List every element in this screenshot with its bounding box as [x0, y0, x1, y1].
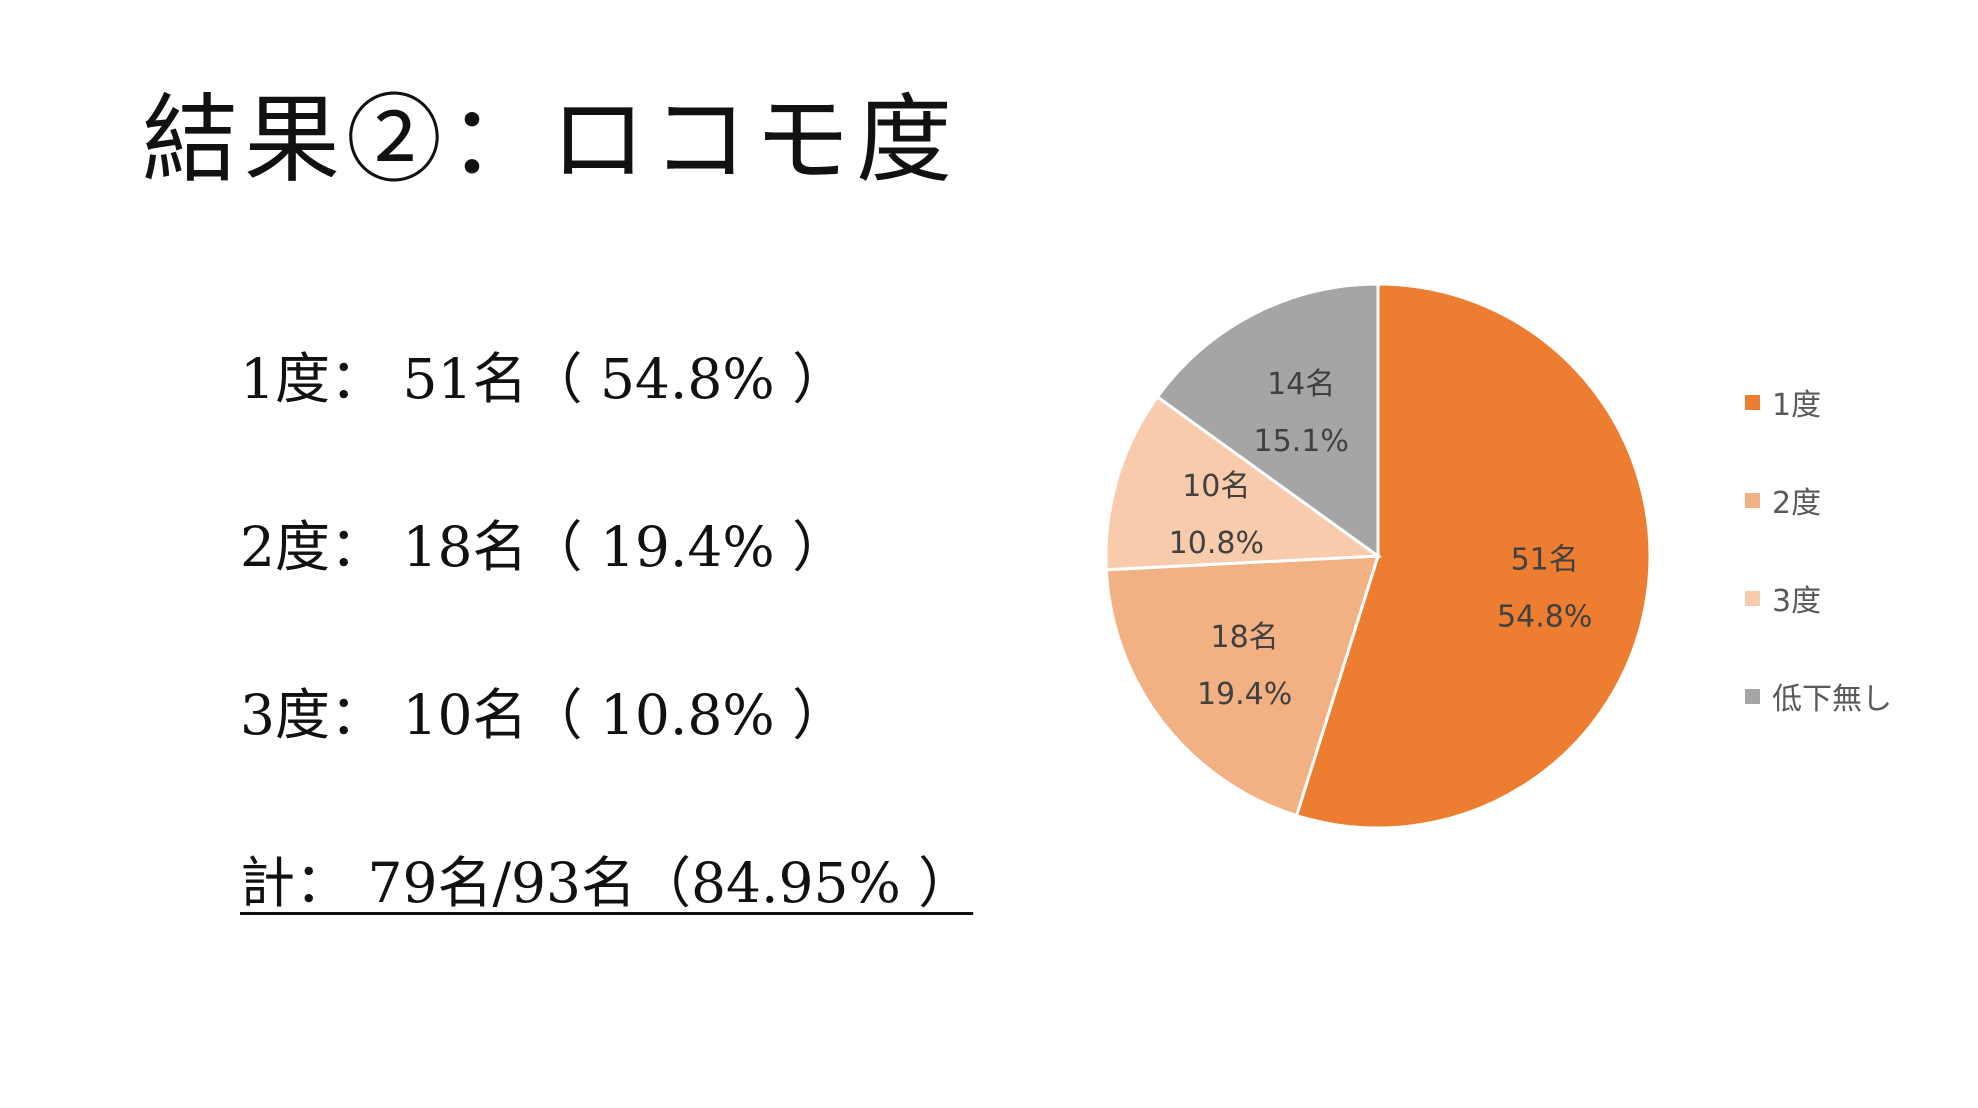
legend-item-degree-2: 2度 — [1745, 478, 1821, 522]
legend-swatch — [1745, 394, 1760, 410]
slice-count-label: 14名 — [1267, 367, 1335, 402]
slice-percent-label: 10.8% — [1169, 526, 1264, 561]
slice-count-label: 18名 — [1211, 620, 1279, 655]
slice-percent-label: 54.8% — [1497, 600, 1592, 635]
stat-line-degree-1: 1度： 51名（ 54.8% ） — [240, 347, 848, 411]
slice-count-label: 10名 — [1182, 469, 1250, 504]
stat-line-degree-2: 2度： 18名（ 19.4% ） — [240, 515, 848, 579]
slice-percent-label: 19.4% — [1197, 677, 1292, 712]
legend-item-no-decline: 低下無し — [1745, 674, 1892, 718]
legend-swatch — [1745, 492, 1760, 508]
slice-degree-2 — [1104, 554, 1381, 818]
slide-title: 結果②：ロコモ度 — [142, 84, 958, 196]
slice-degree-1 — [1294, 282, 1652, 830]
stat-line-degree-3: 3度： 10名（ 10.8% ） — [240, 683, 848, 747]
slice-count-label: 51名 — [1511, 543, 1579, 578]
slice-no-decline — [1155, 282, 1380, 559]
legend-item-degree-1: 1度 — [1745, 380, 1821, 424]
slice-degree-3 — [1104, 394, 1383, 572]
legend-label: 2度 — [1772, 486, 1822, 521]
slice-percent-label: 15.1% — [1254, 424, 1349, 459]
legend-label: 3度 — [1772, 584, 1822, 619]
legend-swatch — [1745, 590, 1760, 606]
pie-slices — [1104, 282, 1652, 830]
legend-label: 1度 — [1772, 388, 1822, 423]
stat-line-total: 計： 79名/93名（84.95% ） — [240, 851, 974, 915]
legend-item-degree-3: 3度 — [1745, 576, 1821, 620]
legend-swatch — [1745, 688, 1760, 704]
pie-labels: 51名 54.8% 18名 19.4% 10名 10.8% 14名 15.1% — [1169, 367, 1593, 712]
legend-label: 低下無し — [1772, 682, 1892, 717]
